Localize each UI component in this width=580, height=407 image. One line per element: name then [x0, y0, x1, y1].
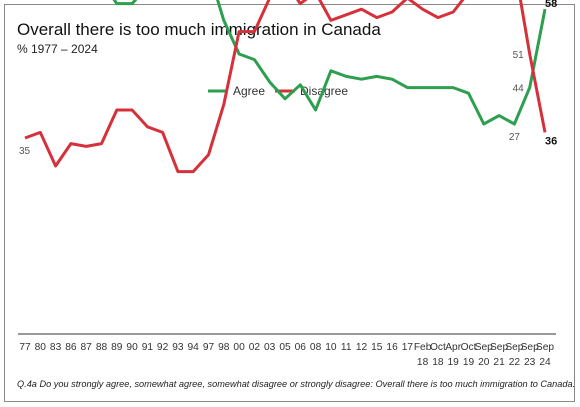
x-tick-label: Sep — [536, 342, 554, 353]
chart-frame — [4, 4, 575, 402]
x-tick-label: Oct — [430, 342, 446, 353]
legend-agree-label: Agree — [233, 84, 265, 98]
x-tick-label: Feb — [414, 342, 432, 353]
x-tick-label-year: 19 — [463, 357, 475, 368]
chart-footnote: Q.4a Do you strongly agree, somewhat agr… — [17, 379, 576, 389]
x-tick-label: 83 — [50, 342, 62, 353]
chart-subtitle: % 1977 – 2024 — [17, 42, 98, 56]
x-tick-label-year: 18 — [432, 357, 444, 368]
series-layer — [24, 0, 547, 174]
x-tick-label: 86 — [65, 342, 77, 353]
x-tick-label: 08 — [310, 342, 322, 353]
x-tick-label-year: 19 — [448, 357, 460, 368]
x-tick-label-year: 22 — [509, 357, 521, 368]
x-tick-label: 90 — [126, 342, 138, 353]
x-tick-label: 98 — [218, 342, 230, 353]
x-tick-label: Oct — [461, 342, 477, 353]
x-tick-label: Sep — [475, 342, 493, 353]
x-tick-label: 80 — [35, 342, 47, 353]
x-tick-label: Sep — [490, 342, 508, 353]
x-tick-label: 16 — [386, 342, 398, 353]
x-tick-label: 10 — [325, 342, 337, 353]
x-tick-label: Sep — [505, 342, 523, 353]
data-labels: 6135695144275836 — [19, 0, 557, 157]
x-tick-label: 12 — [356, 342, 368, 353]
series-line-agree — [112, 0, 547, 126]
x-tick-label: 05 — [279, 342, 291, 353]
data-label: 35 — [19, 146, 31, 157]
x-tick-label: Apr — [445, 342, 461, 353]
data-label: 58 — [545, 0, 557, 10]
x-tick-label: 00 — [233, 342, 245, 353]
x-tick-label: 11 — [341, 342, 352, 353]
x-tick-label-year: 24 — [539, 357, 551, 368]
x-tick-label-year: 23 — [524, 357, 536, 368]
x-tick-label: 02 — [249, 342, 261, 353]
x-tick-label: 97 — [203, 342, 215, 353]
x-tick-label: 87 — [81, 342, 93, 353]
x-tick-label: 94 — [188, 342, 200, 353]
x-tick-label-year: 18 — [417, 357, 429, 368]
x-tick-label: 03 — [264, 342, 276, 353]
x-tick-label: 15 — [371, 342, 383, 353]
x-tick-label: 93 — [172, 342, 184, 353]
series-line-disagree — [24, 0, 547, 174]
x-tick-labels: 77 80 83 86 87 88 89 90 91 92 93 94 97 98 00 02 03 05 06 08… — [19, 342, 554, 368]
x-tick-label: 91 — [142, 342, 154, 353]
chart-title: Overall there is too much immigration in… — [17, 20, 381, 39]
data-label: 36 — [545, 135, 557, 147]
data-label: 51 — [513, 50, 525, 61]
x-tick-label: 06 — [295, 342, 307, 353]
x-tick-label: Sep — [521, 342, 539, 353]
data-label: 27 — [509, 132, 521, 143]
x-tick-label: 89 — [111, 342, 123, 353]
data-label: 44 — [513, 84, 525, 95]
x-tick-label: 17 — [402, 342, 414, 353]
x-tick-label: 77 — [19, 342, 31, 353]
x-tick-label: 92 — [157, 342, 169, 353]
x-tick-label: 88 — [96, 342, 108, 353]
x-tick-label-year: 21 — [493, 357, 505, 368]
x-tick-label-year: 20 — [478, 357, 490, 368]
